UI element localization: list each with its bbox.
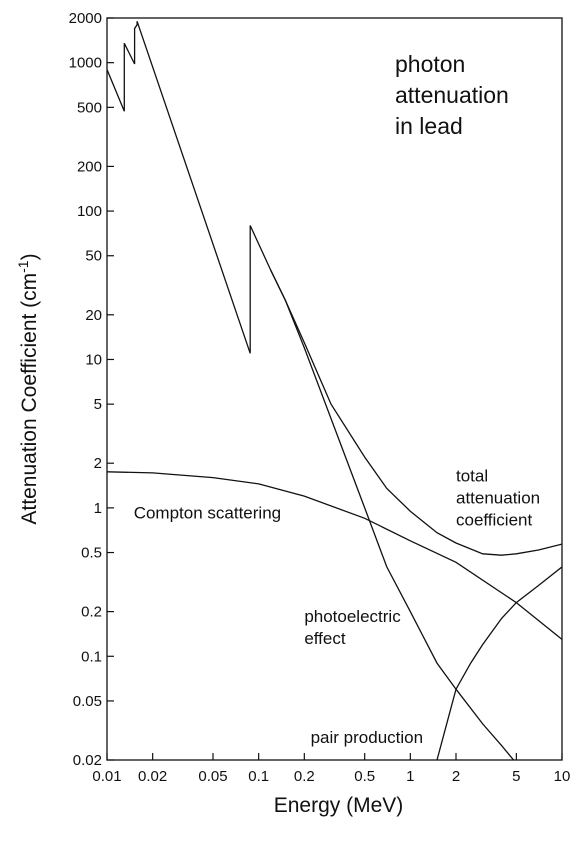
y-tick-label: 2: [94, 455, 102, 472]
y-tick-label: 0.1: [81, 648, 102, 665]
series-line-total: [107, 21, 562, 556]
x-tick-label: 2: [452, 768, 460, 785]
y-tick-label: 500: [77, 99, 102, 116]
x-tick-label: 5: [512, 768, 520, 785]
x-tick-label: 1: [406, 768, 414, 785]
x-tick-label: 0.01: [92, 768, 121, 785]
plot-frame: [106, 17, 563, 761]
chart-title: photon attenuation in lead: [395, 51, 509, 139]
y-axis-ticks: 0.02 0.05 0.1 0.2 0.5 1 2 5 10 20 50 100 200 500 1000 2…: [69, 10, 114, 769]
y-tick-label: 200: [77, 158, 102, 175]
x-tick-label: 0.2: [294, 768, 315, 785]
y-tick-label: 5: [94, 396, 102, 413]
x-tick-label: 0.05: [198, 768, 227, 785]
x-axis-title: Energy (MeV): [274, 794, 404, 817]
y-tick-label: 2000: [69, 10, 102, 27]
y-tick-label: 1: [94, 500, 102, 517]
y-tick-label: 1000: [69, 55, 102, 72]
series-line-compton: [107, 471, 562, 640]
x-tick-label: 0.02: [138, 768, 167, 785]
y-tick-label: 0.02: [73, 752, 102, 769]
y-tick-label: 50: [85, 248, 102, 265]
y-tick-label: 10: [85, 351, 102, 368]
curve-label: Compton scattering: [134, 503, 281, 522]
series-line-photoelectric: [270, 269, 515, 760]
y-tick-label: 100: [77, 203, 102, 220]
series-line-pair: [436, 566, 562, 760]
annotation-layer: total attenuation coefficient Compton scatt…: [134, 467, 540, 747]
y-tick-label: 20: [85, 307, 102, 324]
y-tick-label: 0.5: [81, 545, 102, 562]
y-tick-label: 0.2: [81, 604, 102, 621]
x-tick-label: 0.5: [354, 768, 375, 785]
curve-label: pair production: [311, 728, 423, 747]
x-tick-label: 0.1: [248, 768, 269, 785]
x-tick-label: 10: [554, 768, 571, 785]
curve-label: total attenuation coefficient: [456, 467, 540, 530]
x-axis-ticks: 0.01 0.02 0.05 0.1 0.2 0.5 1 2 5 10: [92, 753, 570, 785]
curve-label: photoelectric effect: [304, 607, 401, 648]
y-axis-title: Attenuation Coefficient (cm-1): [15, 253, 41, 524]
series-layer: [107, 21, 562, 760]
y-tick-label: 0.05: [73, 693, 102, 710]
